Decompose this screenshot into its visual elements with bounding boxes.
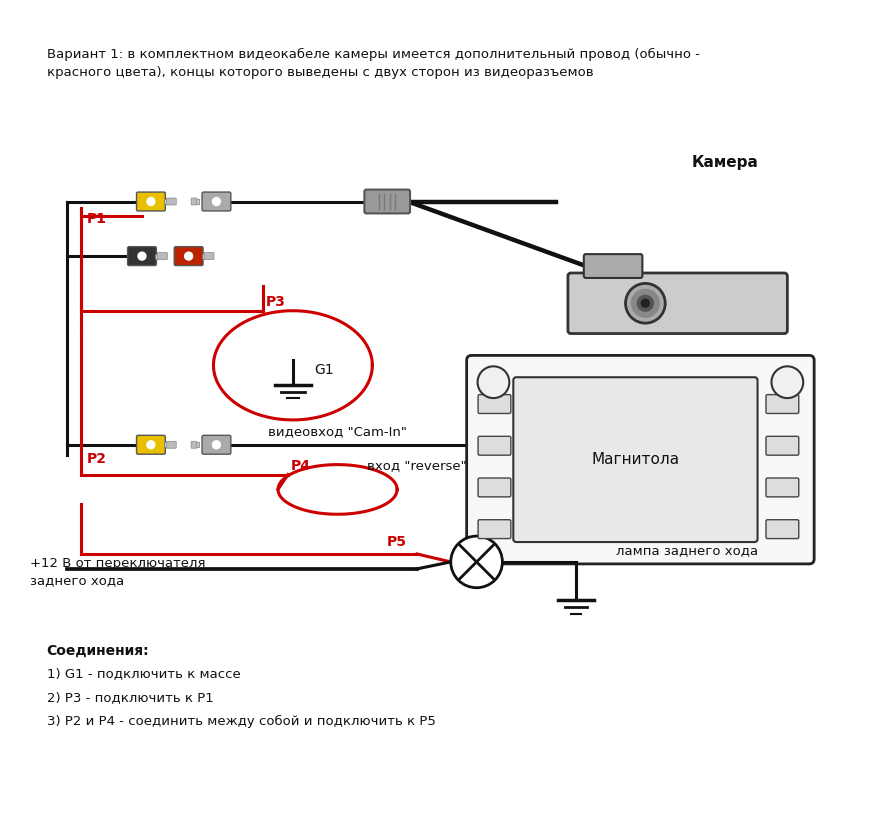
FancyBboxPatch shape <box>202 254 204 259</box>
FancyBboxPatch shape <box>766 478 799 497</box>
FancyBboxPatch shape <box>478 478 511 497</box>
Text: Магнитола: Магнитола <box>591 452 680 467</box>
Text: P4: P4 <box>291 459 311 473</box>
Circle shape <box>138 252 146 260</box>
FancyBboxPatch shape <box>583 255 643 278</box>
FancyBboxPatch shape <box>166 441 176 448</box>
FancyBboxPatch shape <box>191 198 197 205</box>
FancyBboxPatch shape <box>196 443 200 447</box>
FancyBboxPatch shape <box>568 273 788 333</box>
Circle shape <box>212 198 220 205</box>
FancyBboxPatch shape <box>191 441 197 448</box>
FancyBboxPatch shape <box>204 253 214 259</box>
Circle shape <box>451 536 502 588</box>
FancyBboxPatch shape <box>478 436 511 455</box>
Circle shape <box>642 300 650 307</box>
Text: 1) G1 - подключить к массе: 1) G1 - подключить к массе <box>47 667 240 680</box>
Circle shape <box>626 283 666 323</box>
Circle shape <box>147 198 155 205</box>
Text: Камера: Камера <box>691 154 758 170</box>
Text: вход "reverse": вход "reverse" <box>368 460 467 473</box>
Text: P3: P3 <box>266 295 286 309</box>
FancyBboxPatch shape <box>157 253 167 259</box>
Circle shape <box>631 289 659 317</box>
Text: G1: G1 <box>315 363 334 378</box>
FancyBboxPatch shape <box>127 246 156 265</box>
Circle shape <box>477 366 509 398</box>
Text: P5: P5 <box>387 535 408 549</box>
FancyBboxPatch shape <box>766 395 799 414</box>
Text: видеовход "Cam-In": видеовход "Cam-In" <box>268 425 407 438</box>
FancyBboxPatch shape <box>478 395 511 414</box>
Circle shape <box>185 252 193 260</box>
Text: заднего хода: заднего хода <box>30 574 124 587</box>
FancyBboxPatch shape <box>164 199 167 204</box>
Circle shape <box>772 366 804 398</box>
Text: Вариант 1: в комплектном видеокабеле камеры имеется дополнительный провод (обычн: Вариант 1: в комплектном видеокабеле кам… <box>47 48 699 61</box>
Circle shape <box>212 441 220 449</box>
FancyBboxPatch shape <box>766 436 799 455</box>
FancyBboxPatch shape <box>196 199 200 204</box>
Text: 3) Р2 и Р4 - соединить между собой и подключить к Р5: 3) Р2 и Р4 - соединить между собой и под… <box>47 715 436 728</box>
FancyBboxPatch shape <box>202 192 231 211</box>
FancyBboxPatch shape <box>467 355 814 564</box>
FancyBboxPatch shape <box>478 520 511 539</box>
Circle shape <box>637 296 653 311</box>
Text: Соединения:: Соединения: <box>47 644 149 658</box>
Text: красного цвета), концы которого выведены с двух сторон из видеоразъемов: красного цвета), концы которого выведены… <box>47 67 593 80</box>
Text: лампа заднего хода: лампа заднего хода <box>615 544 758 557</box>
FancyBboxPatch shape <box>364 190 410 213</box>
Text: 2) Р3 - подключить к Р1: 2) Р3 - подключить к Р1 <box>47 691 213 704</box>
FancyBboxPatch shape <box>164 443 167 447</box>
Circle shape <box>147 441 155 449</box>
FancyBboxPatch shape <box>155 254 158 259</box>
Text: +12 В от переключателя: +12 В от переключателя <box>30 557 205 570</box>
FancyBboxPatch shape <box>136 435 165 454</box>
FancyBboxPatch shape <box>514 377 758 542</box>
FancyBboxPatch shape <box>174 246 203 265</box>
FancyBboxPatch shape <box>136 192 165 211</box>
Text: P2: P2 <box>87 452 106 466</box>
FancyBboxPatch shape <box>202 435 231 454</box>
FancyBboxPatch shape <box>766 520 799 539</box>
Text: P1: P1 <box>87 213 106 227</box>
FancyBboxPatch shape <box>166 198 176 205</box>
